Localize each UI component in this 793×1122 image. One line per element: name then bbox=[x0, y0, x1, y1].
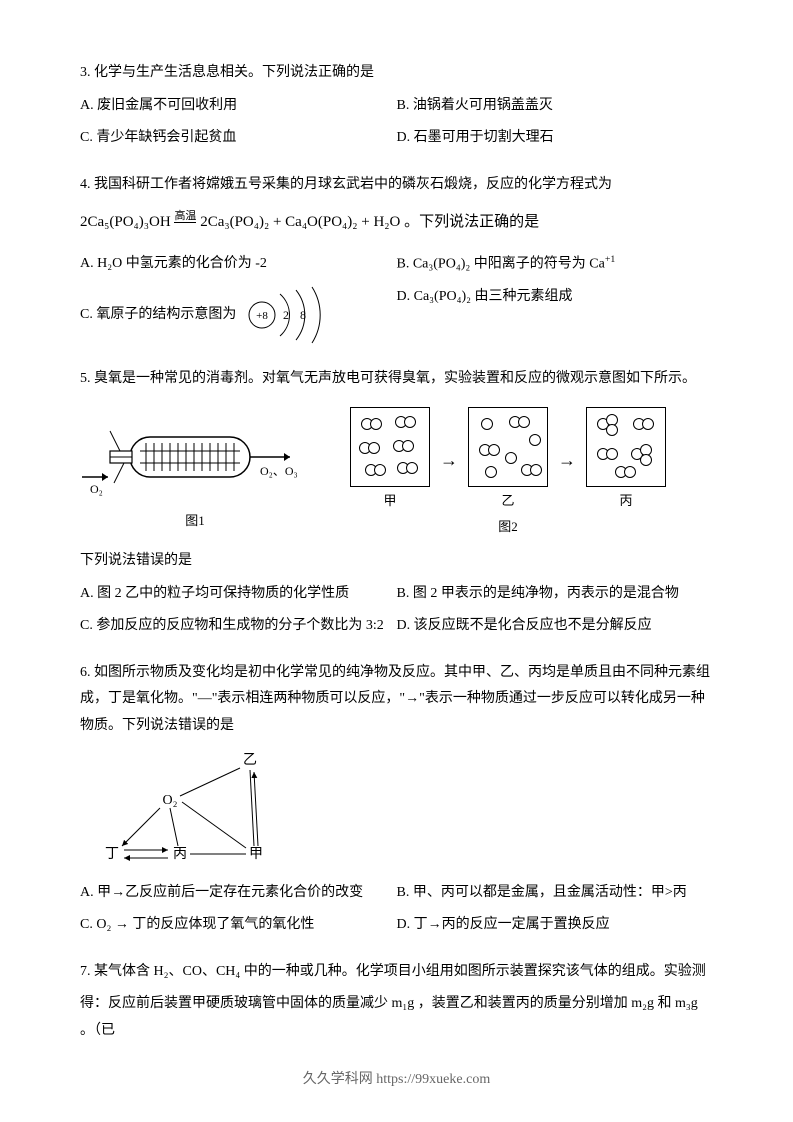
q6-opt-d: D. 丁→丙的反应一定属于置换反应 bbox=[397, 912, 714, 939]
q3-opt-d: D. 石墨可用于切割大理石 bbox=[397, 125, 714, 152]
q4-c-text: C. 氧原子的结构示意图为 bbox=[80, 302, 236, 329]
q5-stem: 5. 臭氧是一种常见的消毒剂。对氧气无声放电可获得臭氧，实验装置和反应的微观示意… bbox=[80, 366, 713, 393]
question-3: 3. 化学与生产生活息息相关。下列说法正确的是 A. 废旧金属不可回收利用 B.… bbox=[80, 60, 713, 158]
particle-boxes: 甲 → 乙 → bbox=[350, 407, 666, 514]
svg-text:O₂: O₂ bbox=[163, 793, 178, 808]
eq-right: 2Ca₃(PO₄)₂ + Ca₄O(PO₄)₂ + H₂O bbox=[200, 214, 400, 230]
label-yi: 乙 bbox=[501, 489, 514, 514]
q4-opt-d: D. Ca₃(PO₄)₂ 由三种元素组成 bbox=[397, 284, 714, 346]
q4-options: A. H₂O 中氢元素的化合价为 -2 B. Ca₃(PO₄)₂ 中阳离子的符号… bbox=[80, 251, 713, 352]
q4-b-sup: +1 bbox=[605, 254, 615, 265]
svg-text:乙: 乙 bbox=[243, 752, 257, 768]
q5-post: 下列说法错误的是 bbox=[80, 548, 713, 575]
svg-text:O₂: O₂ bbox=[90, 482, 103, 496]
box-yi: 乙 bbox=[468, 407, 548, 514]
q3-opt-c: C. 青少年缺钙会引起贫血 bbox=[80, 125, 397, 152]
svg-text:丁: 丁 bbox=[105, 847, 119, 862]
q4-opt-a: A. H₂O 中氢元素的化合价为 -2 bbox=[80, 251, 397, 278]
q7-stem-a: 7. 某气体含 H₂、CO、CH₄ 中的一种或几种。化学项目小组用如图所示装置探… bbox=[80, 959, 713, 986]
box-bing: 丙 bbox=[586, 407, 666, 514]
q4-opt-c: C. 氧原子的结构示意图为 +8 2 8 bbox=[80, 284, 397, 346]
q4-b-text: B. Ca₃(PO₄)₂ 中阳离子的符号为 Ca bbox=[397, 257, 605, 272]
label-bing: 丙 bbox=[619, 489, 632, 514]
arrow-icon: → bbox=[558, 443, 576, 477]
q5-opt-a: A. 图 2 乙中的粒子均可保持物质的化学性质 bbox=[80, 581, 397, 608]
svg-text:丙: 丙 bbox=[173, 847, 187, 862]
q4-equation: 2Ca₅(PO₄)₃OH 高温 2Ca₃(PO₄)₂ + Ca₄O(PO₄)₂ … bbox=[80, 208, 713, 237]
question-7: 7. 某气体含 H₂、CO、CH₄ 中的一种或几种。化学项目小组用如图所示装置探… bbox=[80, 959, 713, 1045]
q6-options: A. 甲→乙反应前后一定存在元素化合价的改变 B. 甲、丙可以都是金属，且金属活… bbox=[80, 880, 713, 945]
box-bing-fig bbox=[586, 407, 666, 487]
q3-stem: 3. 化学与生产生活息息相关。下列说法正确的是 bbox=[80, 60, 713, 87]
eq-left: 2Ca₅(PO₄)₃OH bbox=[80, 214, 171, 230]
shell2-label: 8 bbox=[300, 308, 306, 322]
q4-stem: 4. 我国科研工作者将嫦娥五号采集的月球玄武岩中的磷灰石煅烧，反应的化学方程式为 bbox=[80, 172, 713, 199]
atom-structure-icon: +8 2 8 bbox=[240, 284, 330, 346]
svg-text:O₂、O₃: O₂、O₃ bbox=[260, 464, 298, 478]
apparatus-icon: O₂ bbox=[80, 407, 310, 507]
q6-stem: 6. 如图所示物质及变化均是初中化学常见的纯净物及反应。其中甲、乙、丙均是单质且… bbox=[80, 660, 713, 740]
q7-stem-b: 得：反应前后装置甲硬质玻璃管中固体的质量减少 m₁g ，装置乙和装置丙的质量分别… bbox=[80, 991, 713, 1044]
page-footer: 久久学科网 https://99xueke.com bbox=[0, 1067, 793, 1094]
q3-opt-a: A. 废旧金属不可回收利用 bbox=[80, 93, 397, 120]
question-4: 4. 我国科研工作者将嫦娥五号采集的月球玄武岩中的磷灰石煅烧，反应的化学方程式为… bbox=[80, 172, 713, 352]
q5-fig1: O₂ bbox=[80, 407, 310, 534]
q5-opt-b: B. 图 2 甲表示的是纯净物，丙表示的是混合物 bbox=[397, 581, 714, 608]
question-6: 6. 如图所示物质及变化均是初中化学常见的纯净物及反应。其中甲、乙、丙均是单质且… bbox=[80, 660, 713, 945]
arrow-icon: → bbox=[440, 443, 458, 477]
q6-opt-b: B. 甲、丙可以都是金属，且金属活动性：甲>丙 bbox=[397, 880, 714, 907]
q6-opt-c: C. O₂ → 丁的反应体现了氧气的氧化性 bbox=[80, 912, 397, 939]
q6-diagram: 乙 O₂ 丁 丙 甲 bbox=[100, 750, 713, 870]
q6-opt-a: A. 甲→乙反应前后一定存在元素化合价的改变 bbox=[80, 880, 397, 907]
svg-text:甲: 甲 bbox=[249, 847, 263, 862]
label-jia: 甲 bbox=[383, 489, 396, 514]
nucleus-label: +8 bbox=[256, 310, 268, 322]
box-jia: 甲 bbox=[350, 407, 430, 514]
reaction-arrow-icon: 高温 bbox=[174, 211, 196, 234]
q5-opt-d: D. 该反应既不是化合反应也不是分解反应 bbox=[397, 613, 714, 640]
q5-opt-c: C. 参加反应的反应物和生成物的分子个数比为 3:2 bbox=[80, 613, 397, 640]
q3-options: A. 废旧金属不可回收利用 B. 油锅着火可用锅盖盖灭 C. 青少年缺钙会引起贫… bbox=[80, 93, 713, 158]
q5-figures: O₂ bbox=[80, 407, 713, 540]
box-jia-fig bbox=[350, 407, 430, 487]
box-yi-fig bbox=[468, 407, 548, 487]
q5-fig2: 甲 → 乙 → bbox=[350, 407, 666, 540]
eq-tail: 。下列说法正确的是 bbox=[404, 214, 539, 230]
shell1-label: 2 bbox=[283, 308, 289, 322]
fig1-label: 图1 bbox=[80, 509, 310, 534]
q3-opt-b: B. 油锅着火可用锅盖盖灭 bbox=[397, 93, 714, 120]
q4-opt-b: B. Ca₃(PO₄)₂ 中阳离子的符号为 Ca+1 bbox=[397, 251, 714, 278]
relation-diagram-icon: 乙 O₂ 丁 丙 甲 bbox=[100, 750, 290, 870]
q5-options: A. 图 2 乙中的粒子均可保持物质的化学性质 B. 图 2 甲表示的是纯净物，… bbox=[80, 581, 713, 646]
question-5: 5. 臭氧是一种常见的消毒剂。对氧气无声放电可获得臭氧，实验装置和反应的微观示意… bbox=[80, 366, 713, 646]
fig2-label: 图2 bbox=[350, 515, 666, 540]
